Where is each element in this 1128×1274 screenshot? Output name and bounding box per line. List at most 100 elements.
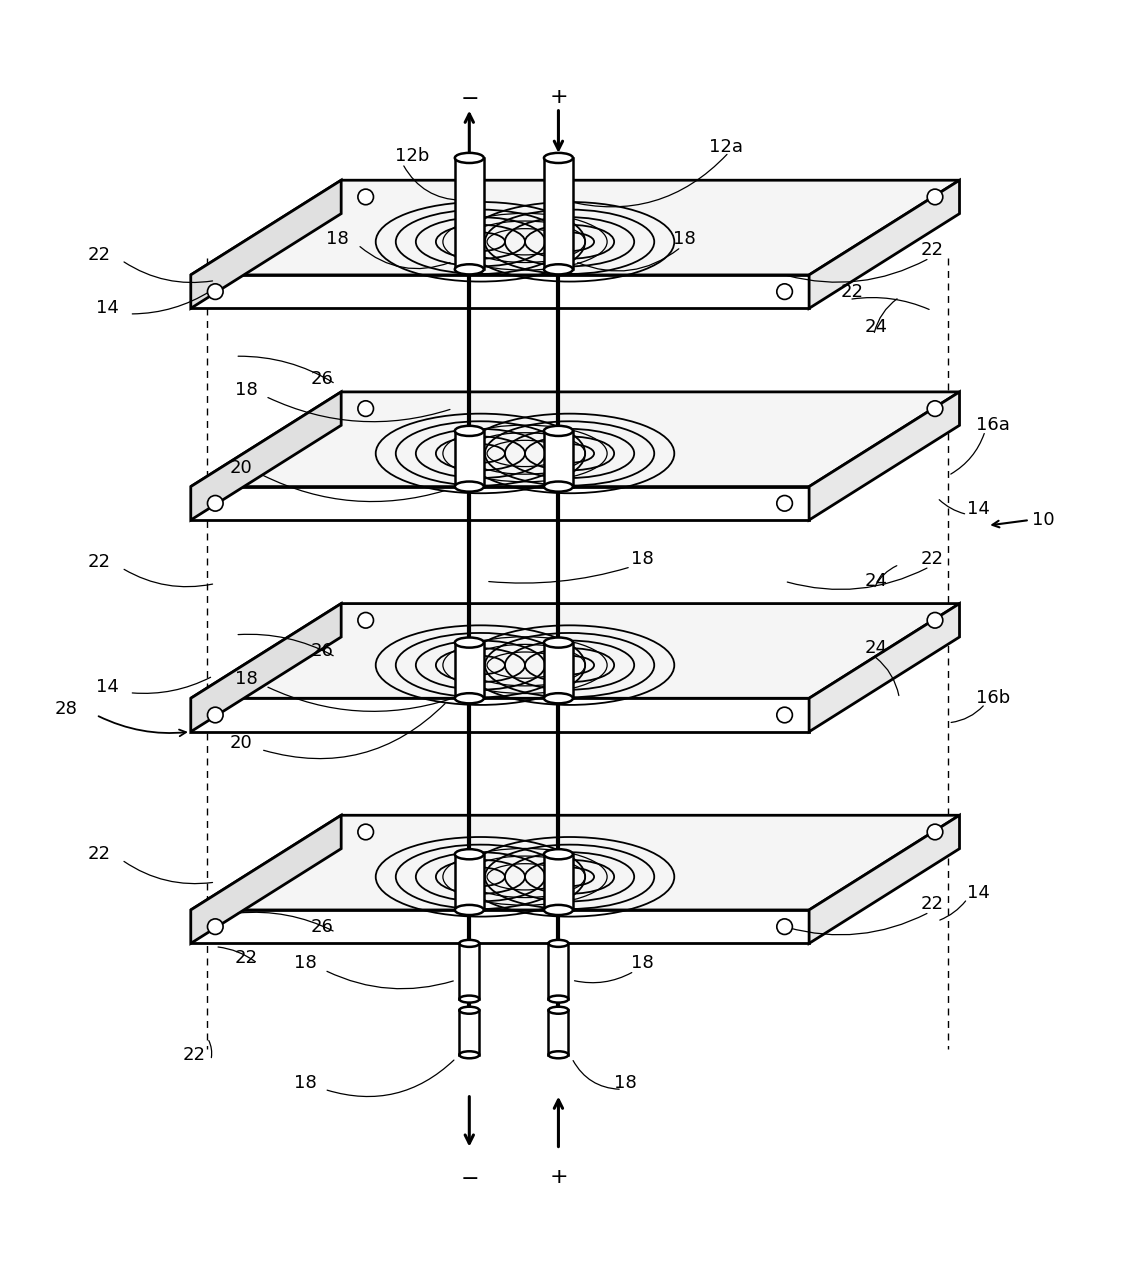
Polygon shape bbox=[544, 431, 573, 487]
Circle shape bbox=[927, 613, 943, 628]
Circle shape bbox=[358, 189, 373, 205]
Ellipse shape bbox=[455, 850, 484, 860]
Polygon shape bbox=[191, 604, 341, 731]
Ellipse shape bbox=[455, 637, 484, 647]
Text: 22: 22 bbox=[88, 845, 111, 864]
Text: $-$: $-$ bbox=[460, 1167, 478, 1187]
Polygon shape bbox=[191, 392, 960, 487]
Ellipse shape bbox=[548, 940, 569, 947]
Text: 22: 22 bbox=[920, 896, 943, 913]
Circle shape bbox=[358, 401, 373, 417]
Polygon shape bbox=[548, 943, 569, 999]
Text: 22: 22 bbox=[840, 283, 863, 301]
Polygon shape bbox=[191, 815, 960, 910]
Ellipse shape bbox=[455, 153, 484, 163]
Text: 18: 18 bbox=[294, 1074, 317, 1092]
Text: 12a: 12a bbox=[708, 138, 743, 155]
Ellipse shape bbox=[548, 1051, 569, 1059]
Ellipse shape bbox=[544, 850, 573, 860]
Polygon shape bbox=[544, 642, 573, 698]
Circle shape bbox=[927, 824, 943, 840]
Text: 18: 18 bbox=[326, 231, 350, 248]
Circle shape bbox=[777, 496, 792, 511]
Polygon shape bbox=[455, 431, 484, 487]
Polygon shape bbox=[191, 180, 960, 275]
Text: 18: 18 bbox=[235, 381, 258, 399]
Circle shape bbox=[777, 284, 792, 299]
Polygon shape bbox=[191, 392, 341, 520]
Text: 18: 18 bbox=[614, 1074, 637, 1092]
Polygon shape bbox=[809, 180, 960, 308]
Text: 24: 24 bbox=[865, 640, 888, 657]
Ellipse shape bbox=[544, 693, 573, 703]
Ellipse shape bbox=[544, 637, 573, 647]
Circle shape bbox=[358, 824, 373, 840]
Polygon shape bbox=[809, 604, 960, 731]
Text: 18: 18 bbox=[235, 670, 258, 688]
Ellipse shape bbox=[455, 693, 484, 703]
Text: 22: 22 bbox=[920, 241, 943, 260]
Ellipse shape bbox=[459, 940, 479, 947]
Polygon shape bbox=[191, 604, 960, 698]
Text: $+$: $+$ bbox=[549, 1167, 567, 1187]
Ellipse shape bbox=[455, 905, 484, 915]
Text: 14: 14 bbox=[96, 678, 118, 696]
Ellipse shape bbox=[459, 1006, 479, 1014]
Text: 26: 26 bbox=[311, 642, 334, 660]
Ellipse shape bbox=[544, 482, 573, 492]
Text: 26: 26 bbox=[311, 369, 334, 387]
Polygon shape bbox=[191, 698, 809, 731]
Text: 22: 22 bbox=[235, 949, 258, 967]
Ellipse shape bbox=[459, 1051, 479, 1059]
Text: 24: 24 bbox=[865, 572, 888, 590]
Text: $+$: $+$ bbox=[549, 87, 567, 107]
Polygon shape bbox=[191, 487, 809, 520]
Polygon shape bbox=[455, 855, 484, 910]
Polygon shape bbox=[191, 275, 809, 308]
Ellipse shape bbox=[544, 905, 573, 915]
Text: 28: 28 bbox=[54, 701, 78, 719]
Text: $-$: $-$ bbox=[460, 87, 478, 107]
Circle shape bbox=[777, 919, 792, 934]
Text: 26: 26 bbox=[311, 917, 334, 935]
Polygon shape bbox=[548, 1010, 569, 1055]
Circle shape bbox=[208, 496, 223, 511]
Text: 18: 18 bbox=[294, 954, 317, 972]
Text: 10: 10 bbox=[1032, 511, 1055, 529]
Circle shape bbox=[208, 707, 223, 722]
Text: 24: 24 bbox=[865, 318, 888, 336]
Text: 22: 22 bbox=[920, 550, 943, 568]
Polygon shape bbox=[809, 392, 960, 520]
Circle shape bbox=[927, 189, 943, 205]
Ellipse shape bbox=[544, 264, 573, 274]
Polygon shape bbox=[544, 855, 573, 910]
Ellipse shape bbox=[544, 153, 573, 163]
Circle shape bbox=[927, 401, 943, 417]
Polygon shape bbox=[459, 943, 479, 999]
Text: 14: 14 bbox=[968, 499, 990, 517]
Text: 18: 18 bbox=[631, 550, 653, 568]
Polygon shape bbox=[455, 642, 484, 698]
Polygon shape bbox=[191, 815, 341, 943]
Text: 18: 18 bbox=[631, 954, 653, 972]
Text: 20: 20 bbox=[229, 459, 253, 476]
Polygon shape bbox=[544, 158, 573, 269]
Ellipse shape bbox=[455, 482, 484, 492]
Polygon shape bbox=[191, 910, 809, 943]
Ellipse shape bbox=[455, 264, 484, 274]
Ellipse shape bbox=[544, 426, 573, 436]
Text: 18: 18 bbox=[673, 231, 696, 248]
Text: 12b: 12b bbox=[395, 147, 429, 164]
Polygon shape bbox=[459, 1010, 479, 1055]
Text: 22: 22 bbox=[88, 553, 111, 571]
Polygon shape bbox=[809, 815, 960, 943]
Ellipse shape bbox=[548, 1006, 569, 1014]
Polygon shape bbox=[191, 180, 341, 308]
Text: 16b: 16b bbox=[976, 689, 1011, 707]
Circle shape bbox=[208, 919, 223, 934]
Text: 22: 22 bbox=[183, 1046, 205, 1064]
Text: 20: 20 bbox=[229, 734, 253, 752]
Text: 14: 14 bbox=[96, 299, 118, 317]
Polygon shape bbox=[455, 158, 484, 269]
Ellipse shape bbox=[459, 995, 479, 1003]
